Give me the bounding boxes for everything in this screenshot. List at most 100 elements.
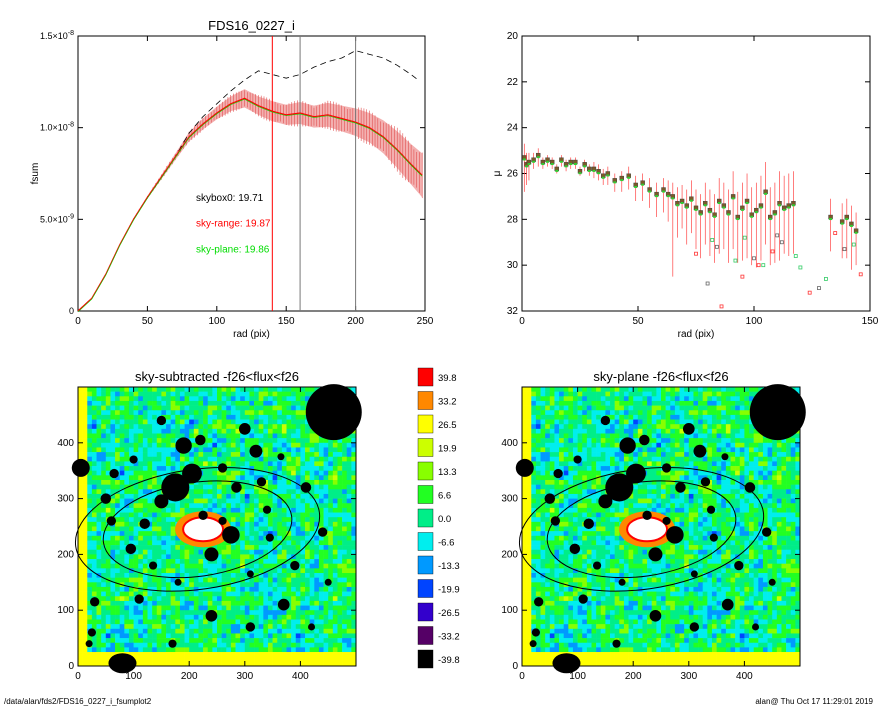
heatmap-cell [249, 489, 255, 495]
heatmap-cell [217, 582, 222, 588]
heatmap-cell [351, 545, 357, 551]
heatmap-cell [105, 610, 111, 616]
heatmap-cell [263, 396, 269, 402]
heatmap-cell [568, 452, 574, 458]
data-point-green [671, 197, 675, 200]
heatmap-cell [332, 512, 338, 518]
heatmap-cell [230, 466, 236, 471]
heatmap-cell [207, 470, 213, 476]
heatmap-cell [665, 410, 671, 416]
heatmap-cell [582, 410, 588, 416]
heatmap-cell [244, 540, 250, 546]
heatmap-cell [244, 554, 250, 560]
heatmap-cell [540, 452, 546, 458]
heatmap-cell [305, 517, 310, 523]
heatmap-cell [572, 442, 578, 448]
heatmap-cell [300, 563, 306, 569]
heatmap-cell [170, 577, 176, 583]
heatmap-cell [203, 656, 209, 662]
heatmap-cell [739, 410, 745, 416]
heatmap-cell [526, 456, 532, 462]
heatmap-cell [272, 573, 278, 578]
heatmap-cell [82, 507, 88, 513]
heatmap-cell [230, 387, 236, 392]
heatmap-cell [249, 512, 255, 518]
heatmap-cell [314, 531, 320, 537]
heatmap-cell [623, 396, 629, 402]
heatmap-cell [193, 461, 199, 467]
heatmap-cell [739, 387, 745, 392]
heatmap-cell [346, 591, 352, 597]
heatmap-cell [82, 498, 88, 504]
heatmap-cell [300, 642, 306, 648]
heatmap-cell [323, 535, 329, 541]
heatmap-cell [254, 419, 259, 425]
heatmap-cell [221, 475, 227, 481]
heatmap-cell [318, 493, 324, 499]
heatmap-cell [101, 521, 107, 527]
data-point-green [569, 163, 573, 166]
heatmap-cell [152, 470, 158, 476]
heatmap-cell [124, 596, 130, 602]
heatmap-cell [91, 656, 97, 662]
heatmap-cell [138, 573, 144, 578]
heatmap-cell [351, 638, 357, 644]
heatmap-cell [91, 624, 97, 630]
heatmap-cell [749, 452, 754, 458]
heatmap-cell [535, 410, 541, 416]
heatmap-cell [189, 610, 195, 616]
heatmap-cell [328, 614, 334, 620]
heatmap-cell [702, 396, 708, 402]
heatmap-cell [124, 638, 130, 644]
heatmap-cell [267, 647, 273, 653]
heatmap-cell [115, 466, 120, 471]
heatmap-cell [193, 610, 199, 616]
heatmap-cell [161, 559, 167, 564]
heatmap-cell [115, 410, 120, 416]
heatmap-cell [226, 419, 232, 425]
heatmap-cell [249, 507, 255, 513]
heatmap-cell [314, 461, 320, 467]
heatmap-cell [115, 531, 120, 537]
heatmap-cell [656, 452, 662, 458]
heatmap-cell [110, 642, 116, 648]
heatmap-cell [323, 568, 329, 574]
heatmap-cell [217, 387, 222, 392]
heatmap-cell [87, 480, 93, 485]
heatmap-cell [147, 554, 153, 560]
heatmap-cell [596, 442, 602, 448]
heatmap-cell [342, 614, 348, 620]
heatmap-cell [175, 461, 181, 467]
heatmap-cell [711, 414, 717, 420]
heatmap-cell [572, 391, 578, 397]
heatmap-cell [217, 549, 222, 555]
heatmap-cell [115, 480, 120, 485]
heatmap-cell [337, 512, 343, 518]
heatmap-cell [346, 517, 352, 523]
heatmap-cell [351, 605, 357, 611]
heatmap-cell [698, 424, 703, 430]
heatmap-cell [549, 414, 555, 420]
heatmap-cell [647, 433, 653, 439]
heatmap-cell [277, 628, 283, 634]
heatmap-cell [91, 531, 97, 537]
heatmap-cell [152, 647, 158, 653]
heatmap-cell [305, 387, 310, 392]
heatmap-cell [249, 521, 255, 527]
star-mask [317, 527, 328, 537]
heatmap-cell [295, 661, 301, 667]
heatmap-cell [323, 614, 329, 620]
heatmap-cell [152, 461, 158, 467]
heatmap-cell [254, 480, 259, 485]
heatmap-cell [96, 526, 102, 532]
heatmap-cell [184, 619, 190, 625]
heatmap-cell [119, 475, 125, 481]
heatmap-cell [226, 591, 232, 597]
heatmap-cell [670, 442, 676, 448]
heatmap-cell [305, 507, 310, 513]
heatmap-cell [582, 400, 588, 406]
heatmap-cell [170, 391, 176, 397]
heatmap-cell [300, 656, 306, 662]
heatmap-cell [175, 652, 181, 657]
heatmap-cell [212, 470, 218, 476]
